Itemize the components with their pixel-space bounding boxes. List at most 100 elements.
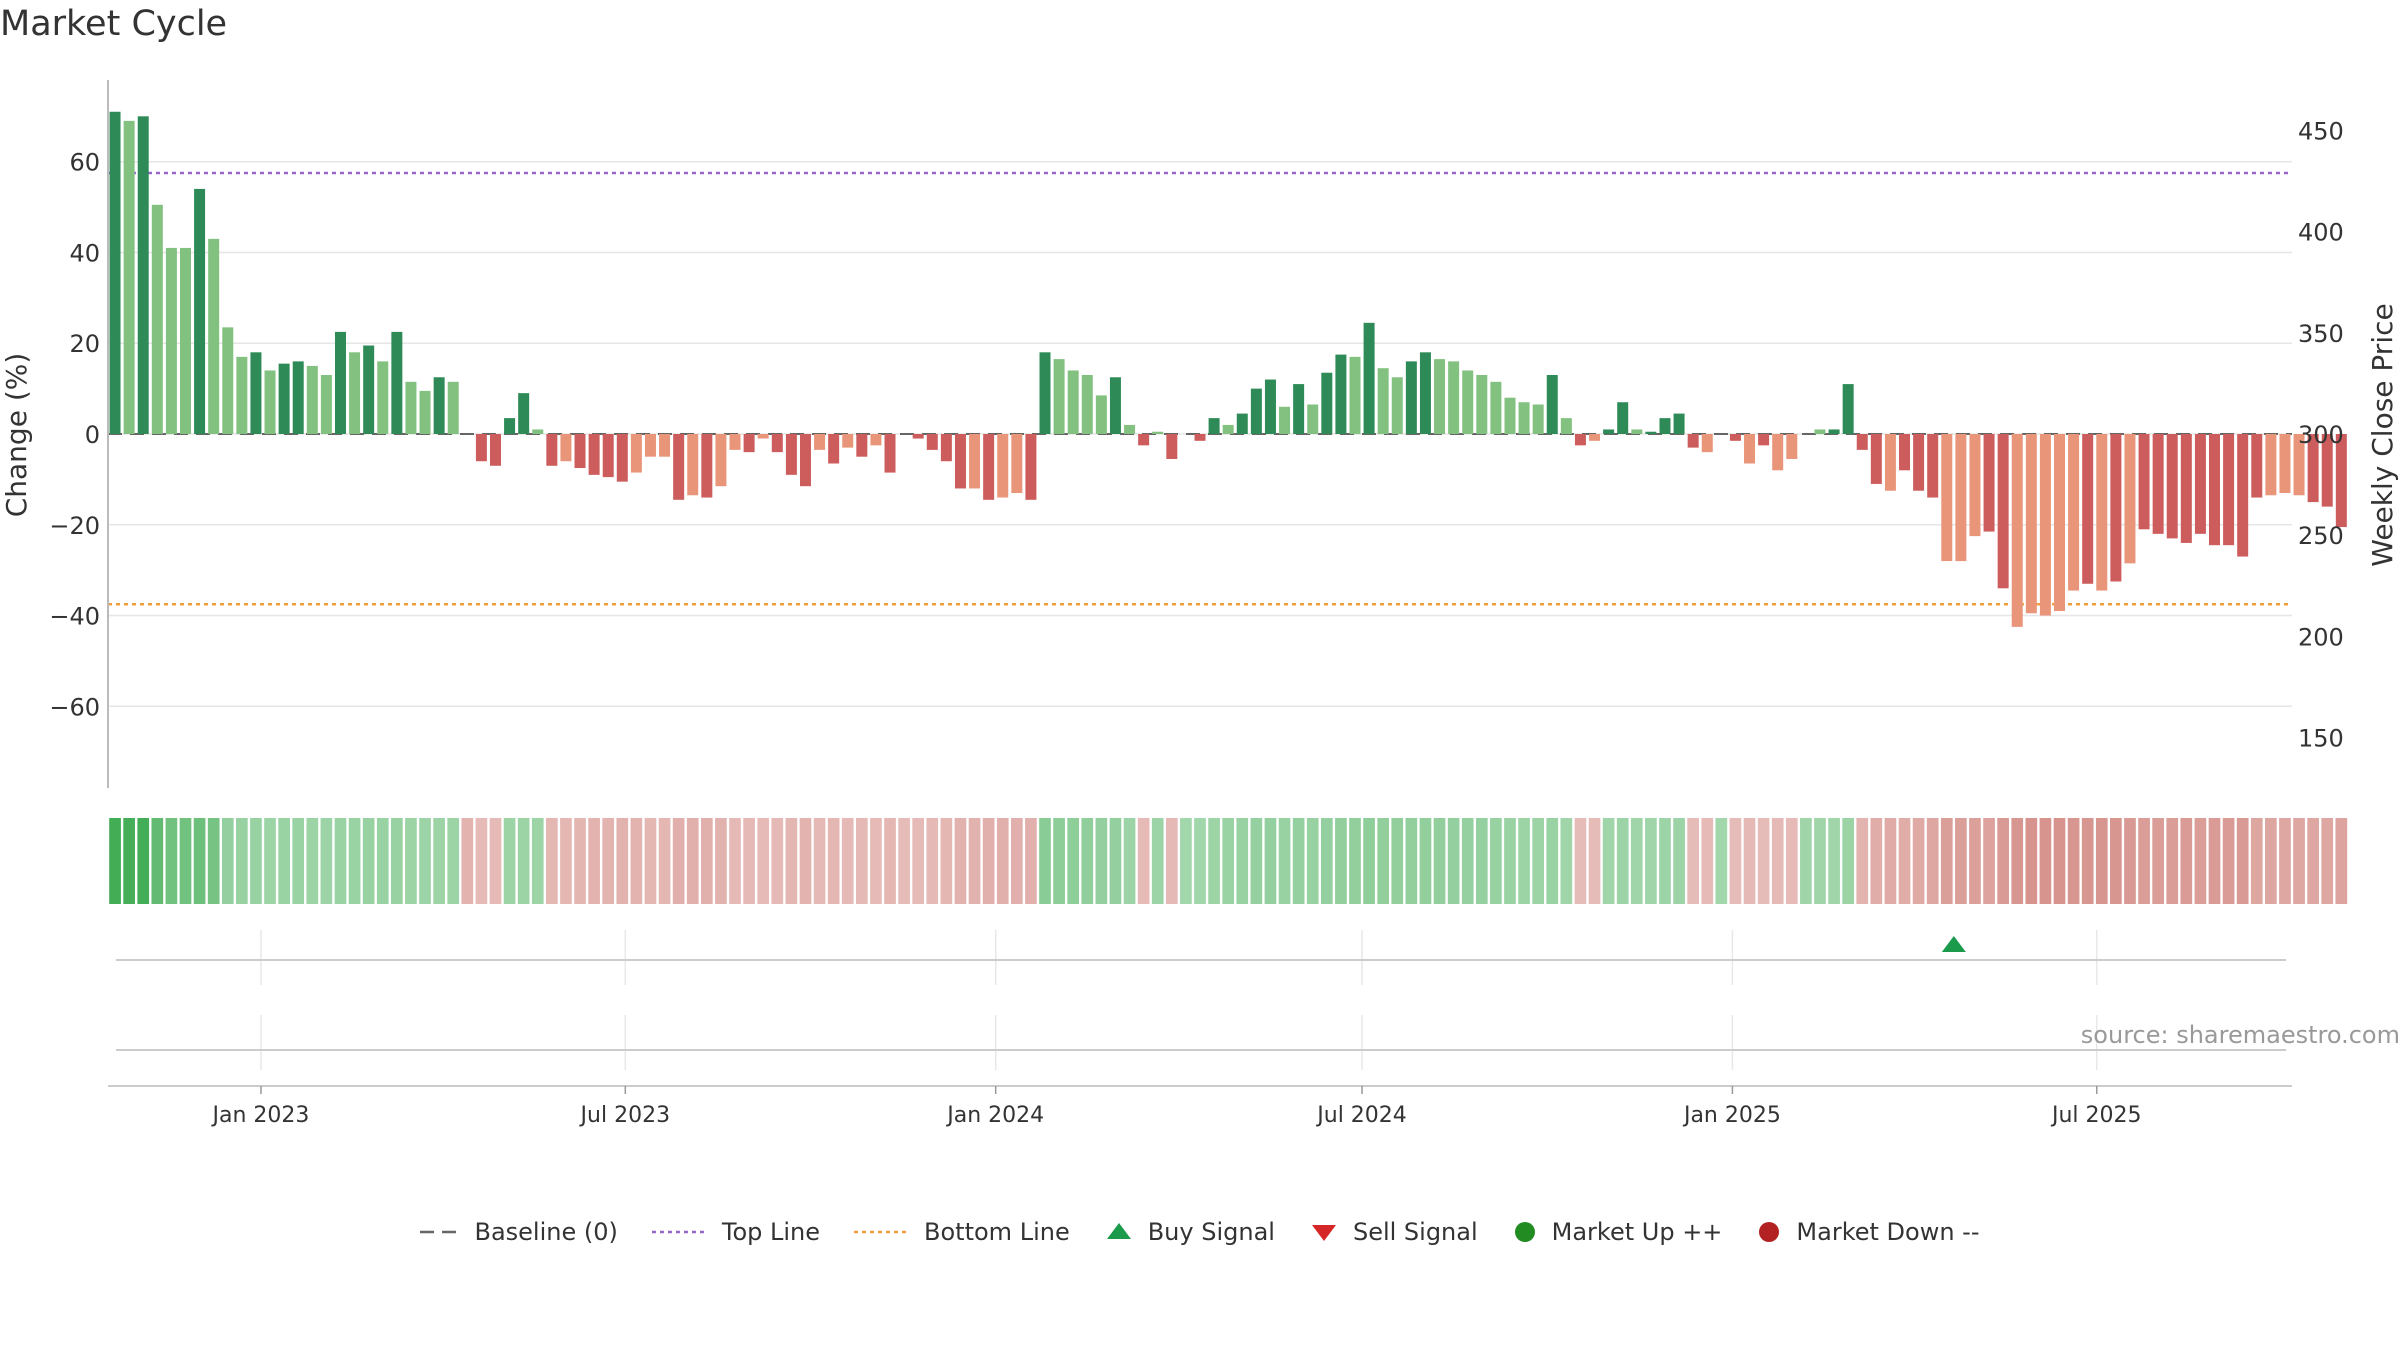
heat-strip-cell [884, 818, 896, 904]
heat-strip-cell [1898, 818, 1911, 904]
heat-strip-cell [2279, 818, 2291, 904]
change-bar [1279, 406, 1291, 434]
change-bar [1194, 434, 1206, 441]
heat-strip-cell [531, 818, 544, 904]
heat-strip-cell [2194, 818, 2207, 904]
change-bar [1701, 434, 1713, 453]
heat-strip-cell [982, 818, 995, 904]
heat-strip-cell [2250, 818, 2263, 904]
change-bar [1631, 429, 1643, 434]
change-bar [983, 434, 995, 500]
change-bar [1011, 434, 1023, 493]
heat-strip-cell [376, 818, 389, 904]
heat-strip-cell [2265, 818, 2277, 904]
legend-market-up-label: Market Up ++ [1551, 1218, 1723, 1246]
change-bar [2096, 434, 2108, 591]
heat-strip-cell [1800, 818, 1812, 904]
heat-strip-cell [1814, 818, 1826, 904]
change-bar [1321, 372, 1333, 434]
change-bar [1166, 434, 1178, 459]
change-bar [1039, 352, 1051, 434]
change-bar [1941, 434, 1953, 562]
change-bar [1983, 434, 1995, 532]
change-bar [1955, 434, 1967, 562]
change-bar [1419, 352, 1431, 434]
change-bar [447, 381, 459, 434]
change-bar [1856, 434, 1868, 450]
heat-strip-cell [362, 818, 375, 904]
heat-strip-cell [2166, 818, 2179, 904]
change-bar [1913, 434, 1925, 491]
heat-strip-cell [1222, 818, 1235, 904]
change-bar [1687, 434, 1699, 448]
heat-strip-cell [1236, 818, 1249, 904]
change-bar [828, 434, 840, 464]
heat-strip-cell [672, 818, 685, 904]
heat-strip-cell [1757, 818, 1770, 904]
legend-buy-signal-label: Buy Signal [1147, 1218, 1275, 1246]
heat-strip-cell [1969, 818, 1981, 904]
change-bar [771, 434, 783, 453]
heat-strip-cell [1842, 818, 1854, 904]
change-bar [560, 434, 572, 462]
change-bar [2307, 434, 2319, 503]
heat-strip-cell [574, 818, 586, 904]
heat-strip-cell [968, 818, 981, 904]
heat-strip-cell [419, 818, 431, 904]
heat-strip-cell [560, 818, 572, 904]
change-bar [208, 238, 220, 434]
heat-strip-cell [1250, 818, 1263, 904]
heat-strip-cell [1560, 818, 1573, 904]
legend-sell-signal: Sell Signal [1309, 1218, 1478, 1246]
heat-strip-cell [1461, 818, 1474, 904]
change-bar [2223, 434, 2235, 546]
heat-strip-cell [785, 818, 798, 904]
change-bar [2054, 434, 2065, 611]
heat-strip-cell [1067, 818, 1080, 904]
heat-strip-cell [2124, 818, 2136, 904]
change-bar [785, 434, 797, 475]
change-bar [715, 434, 727, 487]
heat-strip-cell [1010, 818, 1023, 904]
heat-strip-cell [954, 818, 967, 904]
heat-strip-cell [1278, 818, 1291, 904]
change-bar [349, 352, 361, 434]
heat-strip-cell [207, 818, 220, 904]
legend-baseline: Baseline (0) [420, 1218, 618, 1246]
heat-strip-cell [588, 818, 600, 904]
heat-strip-cell [870, 818, 882, 904]
change-bar [1152, 431, 1164, 434]
heat-strip-cell [1771, 818, 1784, 904]
heat-strip-cell [334, 818, 347, 904]
change-bar [250, 352, 262, 434]
heat-strip-cell [475, 818, 488, 904]
change-bar [940, 434, 952, 462]
signal-panel [116, 930, 2286, 985]
heat-strip-cell [1405, 818, 1418, 904]
heat-strip-cell [1955, 818, 1967, 904]
left-y-tick-label: 40 [69, 239, 100, 267]
heat-strip-cell [1081, 818, 1094, 904]
change-bar [546, 434, 558, 466]
change-bar [757, 434, 769, 439]
heat-strip-cell [292, 818, 305, 904]
change-bar [1645, 431, 1657, 434]
heat-strip-cell [1039, 818, 1051, 904]
change-bar [2011, 434, 2023, 627]
change-bar [165, 247, 177, 434]
change-bar [799, 434, 811, 487]
change-bar [729, 434, 741, 450]
change-bar [1307, 404, 1319, 434]
heat-strip-cell [1335, 818, 1347, 904]
change-bar [644, 434, 656, 457]
right-y-axis-ticks: 150 200 250 300 350 400 450 [2298, 118, 2344, 753]
heat-strip-cell [1306, 818, 1319, 904]
change-bar [2237, 434, 2249, 557]
heat-strip-cell [165, 818, 178, 904]
change-bar [278, 363, 290, 434]
heat-strip-cell [1194, 818, 1206, 904]
change-bar [180, 247, 191, 434]
heat-strip-cell [1588, 818, 1601, 904]
change-bar [574, 434, 586, 469]
change-bar [701, 434, 713, 498]
